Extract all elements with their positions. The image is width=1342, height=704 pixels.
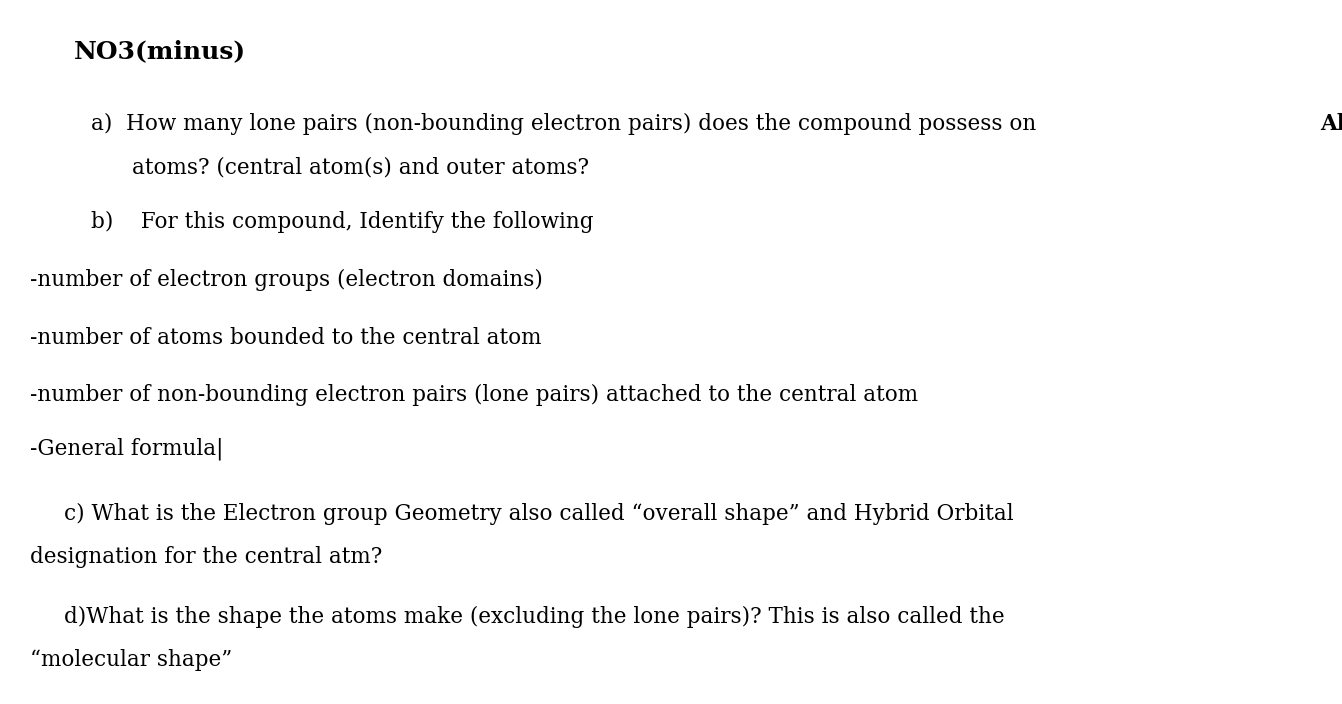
Text: “molecular shape”: “molecular shape” — [30, 649, 232, 671]
Text: -number of atoms bounded to the central atom: -number of atoms bounded to the central … — [30, 327, 541, 348]
Text: -number of electron groups (electron domains): -number of electron groups (electron dom… — [30, 269, 542, 291]
Text: c) What is the Electron group Geometry also called “overall shape” and Hybrid Or: c) What is the Electron group Geometry a… — [64, 503, 1015, 524]
Text: All: All — [1319, 113, 1342, 134]
Text: -General formula|: -General formula| — [30, 438, 223, 460]
Text: atoms? (central atom(s) and outer atoms?: atoms? (central atom(s) and outer atoms? — [132, 156, 589, 178]
Text: NO3(minus): NO3(minus) — [74, 39, 246, 63]
Text: d)What is the shape the atoms make (excluding the lone pairs)? This is also call: d)What is the shape the atoms make (excl… — [64, 605, 1005, 627]
Text: designation for the central atm?: designation for the central atm? — [30, 546, 381, 568]
Text: a)  How many lone pairs (non-bounding electron pairs) does the compound possess : a) How many lone pairs (non-bounding ele… — [91, 113, 1043, 134]
Text: -number of non-bounding electron pairs (lone pairs) attached to the central atom: -number of non-bounding electron pairs (… — [30, 384, 918, 406]
Text: b)    For this compound, Identify the following: b) For this compound, Identify the follo… — [91, 211, 595, 233]
